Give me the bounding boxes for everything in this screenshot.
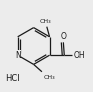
Text: HCl: HCl xyxy=(5,74,20,83)
Text: N: N xyxy=(15,51,21,60)
Text: OH: OH xyxy=(73,51,85,60)
Text: CH₃: CH₃ xyxy=(40,19,52,24)
Text: CH₃: CH₃ xyxy=(44,75,55,79)
Text: O: O xyxy=(60,32,66,41)
